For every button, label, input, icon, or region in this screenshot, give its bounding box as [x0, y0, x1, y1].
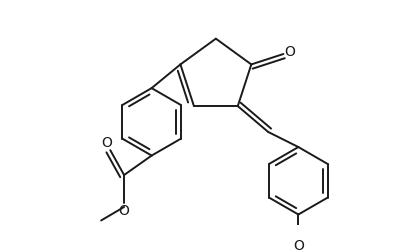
- Text: O: O: [285, 45, 296, 59]
- Text: O: O: [119, 204, 129, 217]
- Text: O: O: [293, 239, 304, 252]
- Text: O: O: [101, 136, 112, 150]
